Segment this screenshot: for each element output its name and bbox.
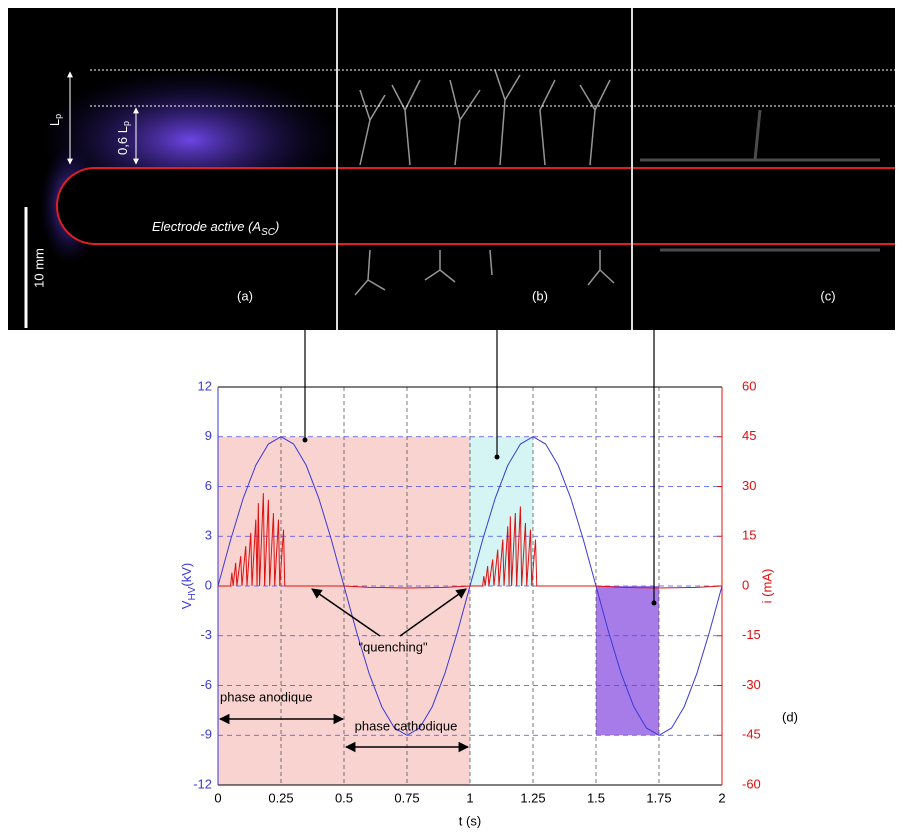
connector-dot — [494, 454, 500, 460]
y-axis-label-main: V — [179, 600, 194, 609]
y-tick-label: 6 — [205, 478, 212, 493]
series-line — [218, 493, 723, 589]
y2-axis-label: i (mA) — [759, 569, 774, 604]
y-tick-label: 12 — [198, 378, 212, 393]
shaded-region — [596, 586, 659, 736]
y2-tick-label: 0 — [742, 577, 749, 592]
y2-tick-label: 30 — [742, 478, 756, 493]
x-tick-label: 0.75 — [394, 790, 419, 805]
y2-tick-label: 45 — [742, 428, 756, 443]
x-tick-label: 0 — [214, 790, 221, 805]
shaded-region — [470, 436, 533, 586]
panel-label: (d) — [782, 709, 798, 724]
streamers — [354, 69, 880, 296]
y-tick-label: -12 — [193, 776, 212, 791]
y-tick-label: 9 — [205, 428, 212, 443]
x-tick-label: 0.5 — [335, 790, 353, 805]
panel-label: (c) — [820, 288, 835, 303]
scale-label: 10 mm — [31, 248, 46, 288]
arrow — [311, 588, 381, 637]
x-tick-label: 1.25 — [520, 790, 545, 805]
image-panels: Lp 0,6 Lp 10 mm Electrode active (ASC) (… — [8, 8, 895, 330]
x-axis-label: t (s) — [459, 813, 481, 828]
y-axis-label-sub: HV — [187, 586, 198, 600]
y-axis-label-unit: (kV) — [179, 563, 194, 587]
x-tick-label: 1.75 — [646, 790, 671, 805]
lp06-label: 0,6 Lp — [115, 121, 131, 155]
lp-label: Lp — [47, 114, 63, 126]
annotation: phase anodique — [220, 689, 313, 704]
y2-tick-label: 15 — [742, 528, 756, 543]
y-tick-label: -3 — [200, 627, 212, 642]
electrode — [56, 167, 895, 245]
y-tick-label: 3 — [205, 528, 212, 543]
x-tick-label: 2 — [718, 790, 725, 805]
y-axis-label: VHV(kV) — [179, 563, 197, 609]
y2-tick-label: -30 — [742, 677, 761, 692]
y2-tick-label: 60 — [742, 378, 756, 393]
chart: 0 0.25 0.5 0.75 1 1.25 1.5 1.75 2-12-9-6-3036912… — [179, 330, 798, 828]
connector-dot — [651, 600, 657, 606]
x-tick-label: 0.25 — [268, 790, 293, 805]
electrode-label: Electrode active (ASC) — [152, 219, 279, 237]
arrow — [399, 588, 467, 637]
y-tick-label: -6 — [200, 677, 212, 692]
y2-tick-label: -60 — [742, 776, 761, 791]
annotation: "quenching" — [358, 639, 428, 654]
panel-label: (b) — [532, 288, 548, 303]
y-tick-label: -9 — [200, 727, 212, 742]
connector-dot — [302, 437, 308, 443]
x-tick-label: 1.5 — [587, 790, 605, 805]
y2-tick-label: -45 — [742, 727, 761, 742]
x-tick-label: 1 — [466, 790, 473, 805]
panel-label: (a) — [237, 288, 253, 303]
annotation: phase cathodique — [355, 718, 458, 733]
y-tick-label: 0 — [205, 577, 212, 592]
y2-tick-label: -15 — [742, 627, 761, 642]
